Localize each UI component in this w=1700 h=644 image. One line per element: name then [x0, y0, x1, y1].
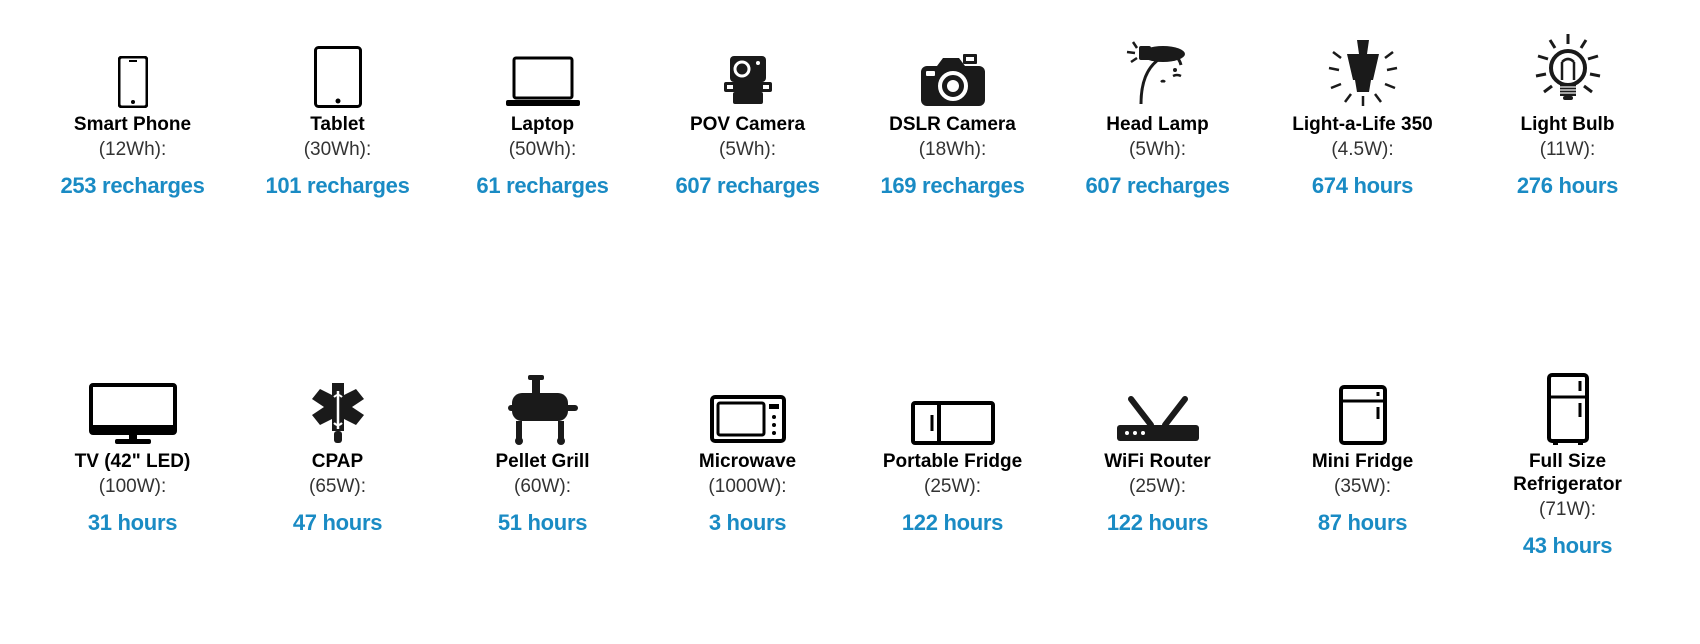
device-name: DSLR Camera — [889, 114, 1016, 137]
device-name: Tablet — [310, 114, 365, 137]
device-value: 253 recharges — [60, 173, 204, 199]
device-name: Full Size Refrigerator — [1475, 451, 1660, 497]
device-name: Pellet Grill — [496, 451, 590, 474]
device-power: (11W): — [1540, 139, 1596, 161]
device-value: 43 hours — [1523, 533, 1612, 559]
device-power: (65W): — [309, 476, 366, 498]
device-power: (71W): — [1539, 499, 1596, 521]
device-power: (12Wh): — [99, 139, 167, 161]
device-name: POV Camera — [690, 114, 805, 137]
tv-icon — [89, 367, 177, 445]
device-item-tv: TV (42" LED) (100W): 31 hours — [40, 367, 225, 614]
device-power: (25W): — [1129, 476, 1186, 498]
device-item-tablet: Tablet (30Wh): 101 recharges — [245, 30, 430, 277]
smartphone-icon — [118, 30, 148, 108]
device-value: 47 hours — [293, 510, 382, 536]
device-power: (4.5W): — [1331, 139, 1393, 161]
device-item-portable-fridge: Portable Fridge (25W): 122 hours — [860, 367, 1045, 614]
device-name: Laptop — [511, 114, 574, 137]
dslr-camera-icon — [919, 30, 987, 108]
device-name: TV (42" LED) — [75, 451, 191, 474]
device-name: Portable Fridge — [883, 451, 1022, 474]
pov-camera-icon — [718, 30, 778, 108]
device-power: (35W): — [1334, 476, 1391, 498]
device-item-mini-fridge: Mini Fridge (35W): 87 hours — [1270, 367, 1455, 614]
device-name: Mini Fridge — [1312, 451, 1413, 474]
device-value: 276 hours — [1517, 173, 1618, 199]
light-a-life-icon — [1327, 30, 1399, 108]
device-value: 61 recharges — [476, 173, 608, 199]
device-item-pellet-grill: Pellet Grill (60W): 51 hours — [450, 367, 635, 614]
device-power: (50Wh): — [509, 139, 577, 161]
device-value: 122 hours — [902, 510, 1003, 536]
mini-fridge-icon — [1339, 367, 1387, 445]
device-value: 87 hours — [1318, 510, 1407, 536]
tablet-icon — [314, 30, 362, 108]
device-value: 607 recharges — [675, 173, 819, 199]
laptop-icon — [504, 30, 582, 108]
device-value: 122 hours — [1107, 510, 1208, 536]
device-name: Microwave — [699, 451, 796, 474]
device-item-full-fridge: Full Size Refrigerator (71W): 43 hours — [1475, 367, 1660, 614]
portable-fridge-icon — [911, 367, 995, 445]
device-power: (25W): — [924, 476, 981, 498]
device-grid: Smart Phone (12Wh): 253 recharges Tablet… — [40, 30, 1660, 614]
device-item-light-bulb: Light Bulb (11W): 276 hours — [1475, 30, 1660, 277]
device-name: WiFi Router — [1104, 451, 1210, 474]
device-name: Head Lamp — [1106, 114, 1208, 137]
microwave-icon — [710, 367, 786, 445]
device-value: 607 recharges — [1085, 173, 1229, 199]
device-value: 31 hours — [88, 510, 177, 536]
device-value: 3 hours — [709, 510, 786, 536]
device-power: (1000W): — [708, 476, 786, 498]
device-item-wifi-router: WiFi Router (25W): 122 hours — [1065, 367, 1250, 614]
device-item-cpap: CPAP (65W): 47 hours — [245, 367, 430, 614]
cpap-icon — [306, 367, 370, 445]
device-item-headlamp: Head Lamp (5Wh): 607 recharges — [1065, 30, 1250, 277]
device-power: (5Wh): — [719, 139, 776, 161]
device-item-light-a-life: Light-a-Life 350 (4.5W): 674 hours — [1270, 30, 1455, 277]
light-bulb-icon — [1530, 30, 1606, 108]
device-item-microwave: Microwave (1000W): 3 hours — [655, 367, 840, 614]
wifi-router-icon — [1113, 367, 1203, 445]
device-item-dslr-camera: DSLR Camera (18Wh): 169 recharges — [860, 30, 1045, 277]
device-power: (18Wh): — [919, 139, 987, 161]
device-power: (30Wh): — [304, 139, 372, 161]
full-fridge-icon — [1547, 367, 1589, 445]
device-value: 101 recharges — [265, 173, 409, 199]
device-name: Smart Phone — [74, 114, 191, 137]
device-name: Light-a-Life 350 — [1292, 114, 1432, 137]
device-power: (60W): — [514, 476, 571, 498]
pellet-grill-icon — [504, 367, 582, 445]
device-power: (100W): — [99, 476, 167, 498]
device-value: 674 hours — [1312, 173, 1413, 199]
device-item-pov-camera: POV Camera (5Wh): 607 recharges — [655, 30, 840, 277]
device-name: CPAP — [312, 451, 363, 474]
device-value: 51 hours — [498, 510, 587, 536]
device-power: (5Wh): — [1129, 139, 1186, 161]
device-item-laptop: Laptop (50Wh): 61 recharges — [450, 30, 635, 277]
device-name: Light Bulb — [1521, 114, 1615, 137]
device-value: 169 recharges — [880, 173, 1024, 199]
head-lamp-icon — [1123, 30, 1193, 108]
device-item-smartphone: Smart Phone (12Wh): 253 recharges — [40, 30, 225, 277]
